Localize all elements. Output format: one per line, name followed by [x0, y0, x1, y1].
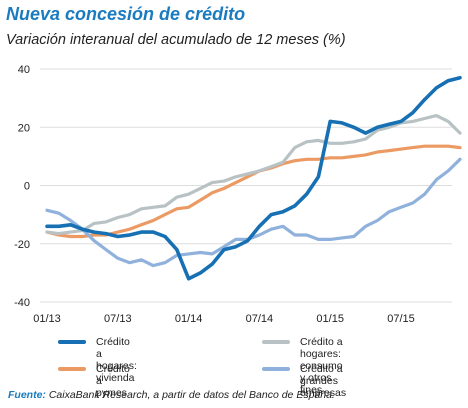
- y-tick-label: 20: [18, 122, 30, 134]
- y-tick-label: -20: [14, 239, 30, 251]
- legend-swatch-vivienda: [58, 340, 86, 344]
- y-tick-label: -40: [14, 297, 30, 309]
- series-line-pymes: [45, 144, 462, 239]
- legend-swatch-pymes: [58, 367, 86, 371]
- chart-title: Nueva concesión de crédito: [6, 4, 246, 24]
- legend-swatch-grandes: [262, 367, 290, 371]
- y-tick-label: 40: [18, 64, 30, 76]
- source-note: Fuente: CaixaBank Research, a partir de …: [8, 389, 335, 401]
- x-tick-label: 01/15: [316, 313, 344, 325]
- source-text: CaixaBank Research, a partir de datos de…: [45, 389, 335, 401]
- x-tick-label: 01/14: [175, 313, 203, 325]
- legend-label-vivienda: Crédito a hogares: vivienda: [96, 336, 137, 384]
- x-tick-label: 07/15: [387, 313, 415, 325]
- chart-subtitle: Variación interanual del acumulado de 12…: [6, 32, 346, 48]
- series-line-consumo: [45, 113, 462, 236]
- x-tick-label: 07/14: [246, 313, 274, 325]
- legend-label-consumo: Crédito a hogares: consumo y otros fines: [300, 336, 343, 396]
- legend-label-pymes: Crédito a pymes: [96, 363, 130, 399]
- series-line-vivienda: [45, 75, 462, 281]
- y-axis-ticks: 40 20 0 -20 -40: [14, 64, 30, 309]
- source-label: Fuente:: [8, 389, 46, 401]
- grid-lines: [40, 68, 452, 303]
- legend-swatch-consumo: [262, 340, 290, 344]
- x-tick-label: 07/13: [104, 313, 132, 325]
- x-tick-label: 01/13: [33, 313, 61, 325]
- x-axis-ticks: 01/13 07/13 01/14 07/14 01/15 07/15: [33, 313, 415, 325]
- series-line-grandes: [45, 157, 462, 268]
- series-lines: [45, 75, 462, 281]
- line-chart: 40 20 0 -20 -40 01/13 07/13 01/14 07/14 01/15 07/…: [14, 64, 462, 325]
- legend-label-grandes: Crédito a grandes empresas: [300, 363, 347, 399]
- y-tick-label: 0: [24, 181, 30, 193]
